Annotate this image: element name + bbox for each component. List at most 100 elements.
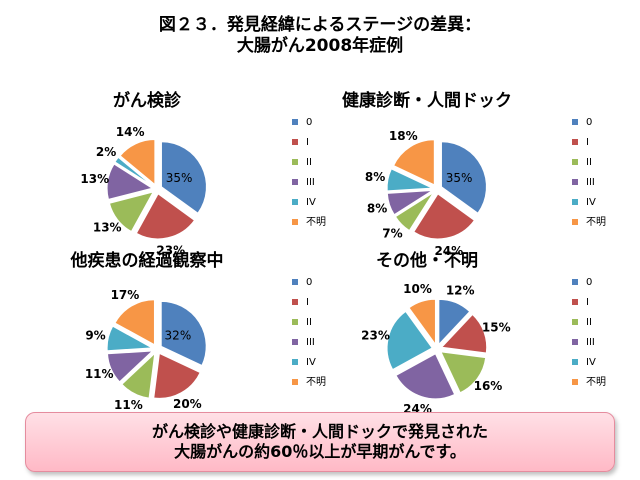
legend-swatch — [572, 159, 578, 165]
pie-data-label: 13% — [80, 172, 109, 186]
legend-swatch — [572, 299, 578, 305]
legend-swatch — [572, 339, 578, 345]
legend-item: I — [572, 136, 589, 150]
pie-slice-不明 — [114, 299, 155, 346]
legend-item: II — [572, 316, 592, 330]
pie-slice-IV — [386, 310, 433, 371]
legend-label: 0 — [306, 117, 313, 128]
legend-label: III — [586, 177, 595, 188]
pie-data-label: 16% — [474, 379, 503, 393]
pie-slice-II — [440, 351, 487, 394]
pie-slice-I — [413, 193, 476, 240]
chart-panel-health-checkup: 健康診断・人間ドック 35% 24% 7% 8% 8% 18% 0 I II III IV 不明 — [332, 86, 640, 258]
legend-item: I — [292, 136, 309, 150]
legend-swatch — [572, 319, 578, 325]
pie-data-label: 11% — [85, 367, 114, 381]
legend-item: 不明 — [572, 376, 606, 390]
legend-label: IV — [586, 197, 596, 208]
pie-chart: 32% 20% 11% 11% 9% 17% — [85, 288, 207, 412]
pie-slice-I — [153, 352, 201, 399]
legend-label: IV — [306, 197, 316, 208]
pie-data-label: 8% — [367, 201, 387, 215]
legend-label: III — [306, 337, 315, 348]
pie-slice-I — [135, 193, 196, 240]
pie-data-label: 10% — [403, 282, 432, 296]
pie-data-label: 18% — [389, 129, 418, 143]
pie-slice-II — [394, 192, 434, 232]
pie-slice-0 — [160, 300, 207, 367]
chart-title: 他疾患の経過観察中 — [70, 251, 224, 271]
page-title-line2: 大腸がん2008年症例 — [236, 36, 404, 56]
legend-swatch — [292, 159, 298, 165]
legend-item: 0 — [292, 276, 312, 290]
legend-swatch — [572, 379, 578, 385]
legend-item: 不明 — [292, 376, 326, 390]
pie-slice-IV — [114, 156, 154, 187]
legend-item: III — [292, 176, 315, 190]
legend-item: 不明 — [572, 216, 606, 230]
legend-item: 0 — [572, 276, 592, 290]
chart-title: その他・不明 — [376, 251, 478, 271]
pie-slice-II — [108, 191, 155, 233]
pie-slice-III — [395, 353, 456, 400]
pie-data-label: 17% — [111, 288, 140, 302]
legend-item: II — [572, 156, 592, 170]
pie-slice-III — [106, 350, 154, 383]
legend-label: III — [306, 177, 315, 188]
pie-slice-IV — [106, 325, 154, 352]
legend-item: I — [572, 296, 589, 310]
legend-swatch — [292, 339, 298, 345]
pie-data-label: 35% — [166, 171, 193, 185]
legend-swatch — [572, 219, 578, 225]
chart-panel-followup: 他疾患の経過観察中 32% 20% 11% 11% 9% 17% 0 I II III IV 不明 — [52, 246, 372, 416]
legend-swatch — [572, 199, 578, 205]
summary-callout: がん検診や健康診断・人間ドックで発見された 大腸がんの約60％以上が早期がんです… — [25, 412, 615, 472]
legend-label: IV — [586, 357, 596, 368]
legend-item: III — [572, 336, 595, 350]
legend-label: 0 — [586, 277, 593, 288]
pie-slice-不明 — [119, 138, 156, 186]
legend-label: 不明 — [306, 377, 326, 388]
legend-swatch — [292, 119, 298, 125]
legend-label: I — [586, 137, 589, 148]
pie-data-label: 13% — [93, 221, 122, 235]
pie-slice-III — [386, 190, 433, 216]
legend-item: I — [292, 296, 309, 310]
pie-data-label: 7% — [382, 227, 402, 241]
legend-swatch — [292, 199, 298, 205]
pie-slice-III — [106, 163, 154, 201]
legend-item: IV — [572, 356, 596, 370]
legend-label: I — [306, 297, 309, 308]
legend-label: II — [306, 317, 312, 328]
pie-slice-I — [440, 313, 488, 354]
page-title-line1: 図２３．発見経緯によるステージの差異： — [158, 15, 482, 35]
pie-data-label: 35% — [446, 171, 473, 185]
pie-chart: 35% 23% 13% 13% 2%14% — [80, 125, 207, 257]
legend-swatch — [572, 359, 578, 365]
chart-panel-other-unknown: その他・不明 12% 15% 16% 24% 23% 10% 0 I II III IV 不明 — [332, 246, 640, 416]
legend-swatch — [572, 279, 578, 285]
legend-item: II — [292, 156, 312, 170]
legend-label: III — [586, 337, 595, 348]
legend-label: 不明 — [586, 217, 606, 228]
pie-data-label: 23% — [361, 328, 390, 342]
pie-chart: 35% 24% 7% 8% 8% 18% — [365, 129, 487, 258]
legend-item: IV — [292, 356, 316, 370]
legend-label: I — [586, 297, 589, 308]
pie-data-label: 20% — [173, 397, 202, 411]
legend-label: 0 — [586, 117, 593, 128]
legend-swatch — [572, 119, 578, 125]
callout-line2: 大腸がんの約60％以上が早期がんです。 — [174, 442, 466, 461]
pie-slice-0 — [160, 141, 207, 214]
chart-title: 健康診断・人間ドック — [342, 91, 512, 111]
legend-item: IV — [292, 196, 316, 210]
legend-item: III — [572, 176, 595, 190]
legend-label: II — [586, 317, 592, 328]
pie-data-label: 11% — [114, 398, 143, 412]
pie-data-label: 8% — [365, 170, 385, 184]
legend-swatch — [292, 379, 298, 385]
pie-data-label: 9% — [85, 328, 105, 342]
legend-swatch — [292, 319, 298, 325]
legend-swatch — [292, 139, 298, 145]
pie-slice-II — [121, 352, 156, 399]
